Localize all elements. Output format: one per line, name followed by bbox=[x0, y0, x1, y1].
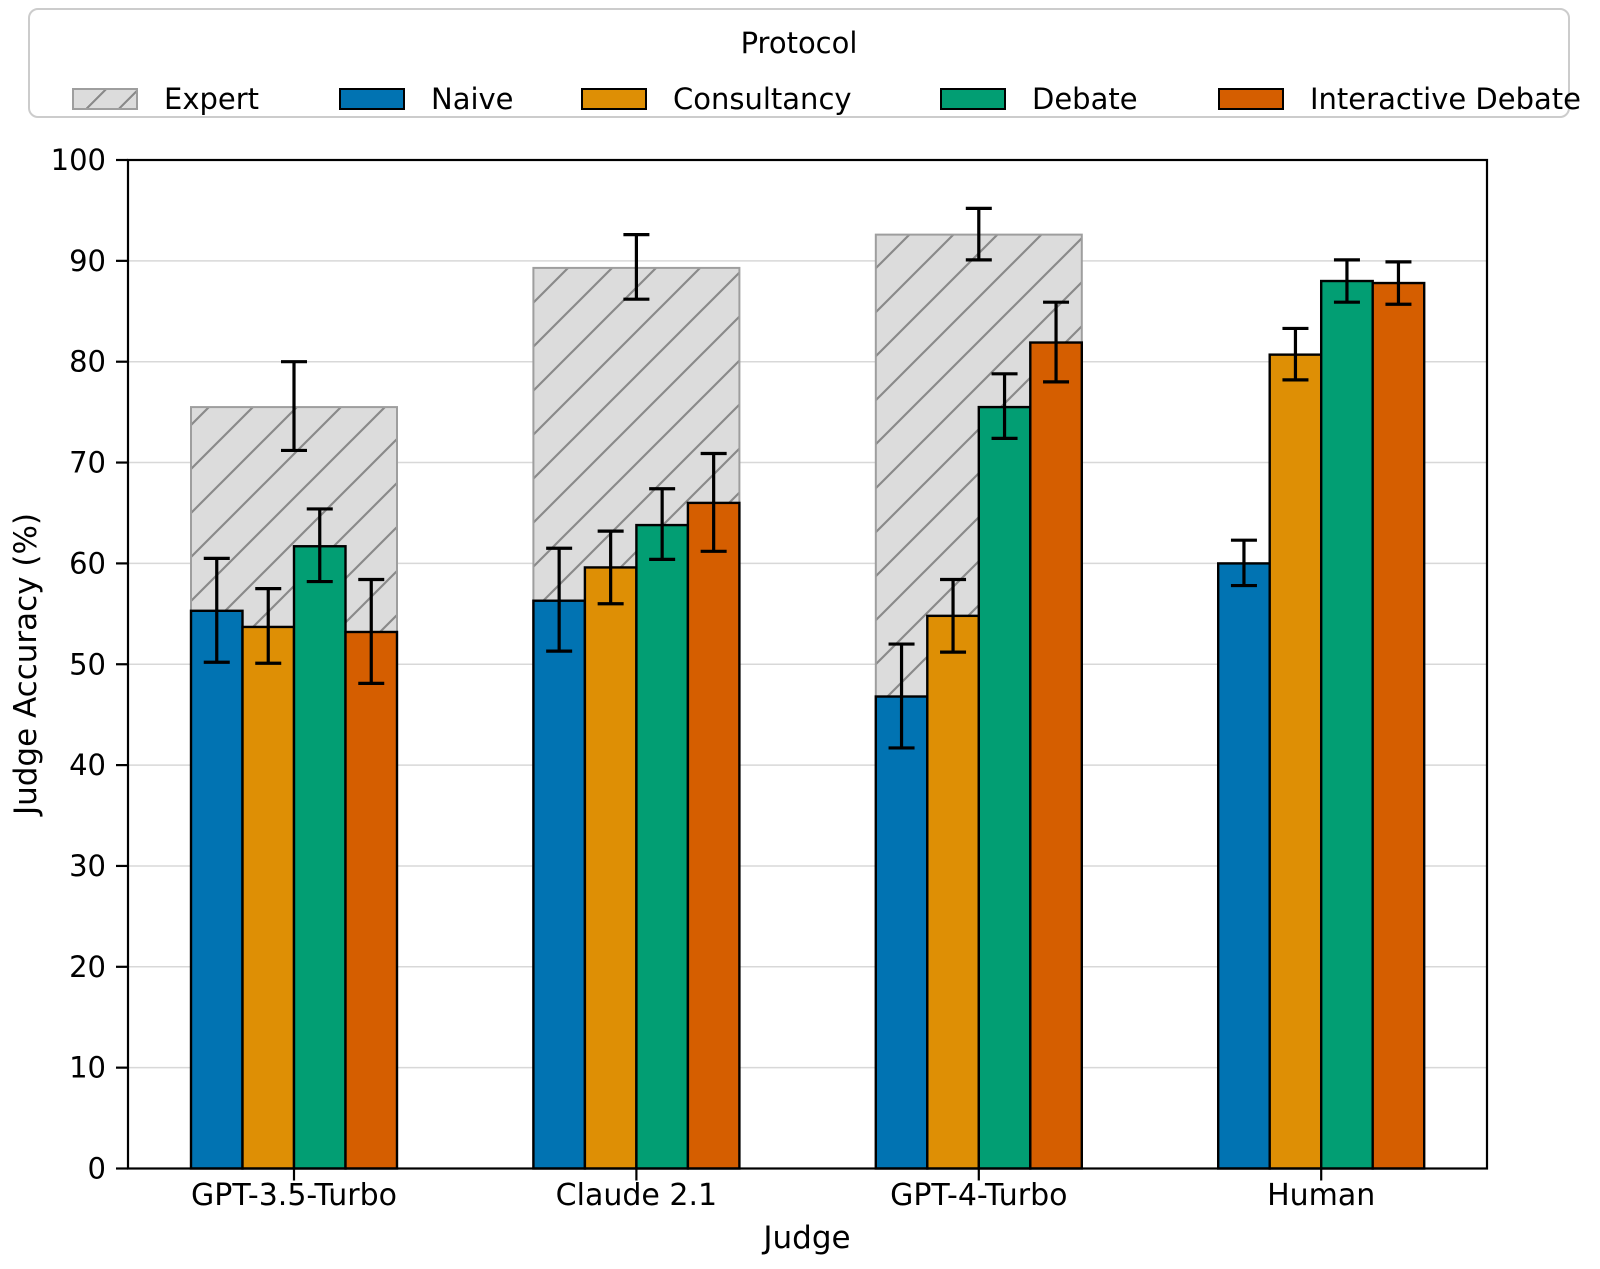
legend-item-debate: Debate bbox=[940, 82, 1138, 116]
errorbar-interactive-debate-human bbox=[1385, 260, 1412, 306]
bar-consultancy-claude-2.1 bbox=[583, 566, 638, 1170]
bar-interactive-debate-claude-2.1 bbox=[686, 501, 741, 1170]
bar-consultancy-human bbox=[1268, 353, 1323, 1170]
legend-item-consultancy: Consultancy bbox=[581, 82, 852, 116]
bar-naive-gpt-4-turbo bbox=[874, 695, 929, 1170]
bar-debate-claude-2.1 bbox=[635, 523, 690, 1170]
errorbar-consultancy-claude-2.1 bbox=[597, 529, 624, 606]
x-axis-title: Judge bbox=[761, 1220, 850, 1256]
errorbar-naive-gpt-4-turbo bbox=[888, 642, 915, 750]
legend-title: Protocol bbox=[740, 26, 858, 60]
bar-naive-gpt-3.5-turbo bbox=[189, 609, 244, 1170]
legend-label-debate: Debate bbox=[1032, 82, 1138, 116]
legend-swatch-debate bbox=[940, 88, 1006, 110]
y-tick-label: 20 bbox=[69, 950, 106, 984]
x-tick-label: GPT-3.5-Turbo bbox=[191, 1178, 397, 1213]
legend-label-consultancy: Consultancy bbox=[673, 82, 852, 116]
y-tick-label: 50 bbox=[69, 647, 106, 681]
bar-debate-gpt-4-turbo bbox=[977, 405, 1032, 1170]
y-tick-label: 30 bbox=[69, 849, 106, 883]
y-tick-label: 90 bbox=[69, 244, 106, 278]
plot-area: 0 10 20 30 40 50 60 70 80 90 100 GPT-3.5-Turbo Claud… bbox=[51, 143, 1489, 1213]
legend: Protocol Expert Naive Consultancy Debate Int… bbox=[28, 8, 1581, 118]
bar-naive-human bbox=[1216, 562, 1271, 1170]
errorbar-consultancy-human bbox=[1282, 326, 1309, 382]
legend-item-expert: Expert bbox=[72, 82, 260, 116]
legend-label-naive: Naive bbox=[431, 82, 514, 116]
bar-debate-gpt-3.5-turbo bbox=[292, 545, 347, 1170]
errorbar-consultancy-gpt-4-turbo bbox=[940, 577, 967, 654]
legend-item-naive: Naive bbox=[339, 82, 514, 116]
legend-swatch-naive bbox=[339, 88, 405, 110]
bar-naive-claude-2.1 bbox=[532, 599, 587, 1170]
errorbar-naive-human bbox=[1230, 538, 1257, 588]
errorbar-debate-claude-2.1 bbox=[649, 487, 676, 561]
errorbar-debate-human bbox=[1333, 258, 1360, 304]
y-tick-label: 10 bbox=[69, 1051, 106, 1085]
errorbar-naive-claude-2.1 bbox=[546, 546, 573, 653]
bar-consultancy-gpt-4-turbo bbox=[926, 614, 980, 1170]
errorbar-expert-gpt-3.5-turbo bbox=[281, 360, 307, 453]
legend-swatch-consultancy bbox=[581, 88, 647, 110]
x-tick-label: GPT-4-Turbo bbox=[890, 1178, 1067, 1213]
y-tick-label: 80 bbox=[69, 345, 106, 379]
bar-consultancy-gpt-3.5-turbo bbox=[241, 625, 296, 1170]
errorbar-consultancy-gpt-3.5-turbo bbox=[255, 587, 282, 665]
errorbar-debate-gpt-3.5-turbo bbox=[306, 507, 333, 584]
legend-swatch-interactive-debate bbox=[1218, 88, 1284, 110]
x-tick-label: Claude 2.1 bbox=[556, 1178, 717, 1213]
y-tick-label: 40 bbox=[69, 748, 106, 782]
errorbar-debate-gpt-4-turbo bbox=[991, 372, 1018, 440]
legend-label-expert: Expert bbox=[164, 82, 260, 116]
y-tick-label: 60 bbox=[69, 546, 106, 580]
bar-debate-human bbox=[1319, 279, 1374, 1170]
errorbar-naive-gpt-3.5-turbo bbox=[203, 556, 230, 664]
legend-item-interactive-debate: Interactive Debate bbox=[1218, 82, 1581, 116]
legend-swatch-expert bbox=[72, 88, 138, 110]
errorbar-interactive-debate-gpt-3.5-turbo bbox=[358, 577, 385, 686]
y-tick-label: 70 bbox=[69, 446, 106, 480]
bar-interactive-debate-gpt-3.5-turbo bbox=[344, 630, 399, 1170]
y-tick-label: 100 bbox=[51, 143, 106, 177]
y-axis-title: Judge Accuracy (%) bbox=[8, 513, 44, 817]
legend-label-interactive-debate: Interactive Debate bbox=[1310, 82, 1581, 116]
x-tick-label: Human bbox=[1267, 1178, 1375, 1213]
y-tick-label: 0 bbox=[88, 1152, 106, 1186]
errorbar-expert-claude-2.1 bbox=[623, 233, 650, 301]
bar-interactive-debate-gpt-4-turbo bbox=[1029, 341, 1084, 1170]
errorbar-interactive-debate-gpt-4-turbo bbox=[1043, 300, 1070, 384]
bar-interactive-debate-human bbox=[1371, 281, 1426, 1170]
errorbar-interactive-debate-claude-2.1 bbox=[700, 451, 727, 553]
errorbar-expert-gpt-4-turbo bbox=[965, 206, 992, 262]
